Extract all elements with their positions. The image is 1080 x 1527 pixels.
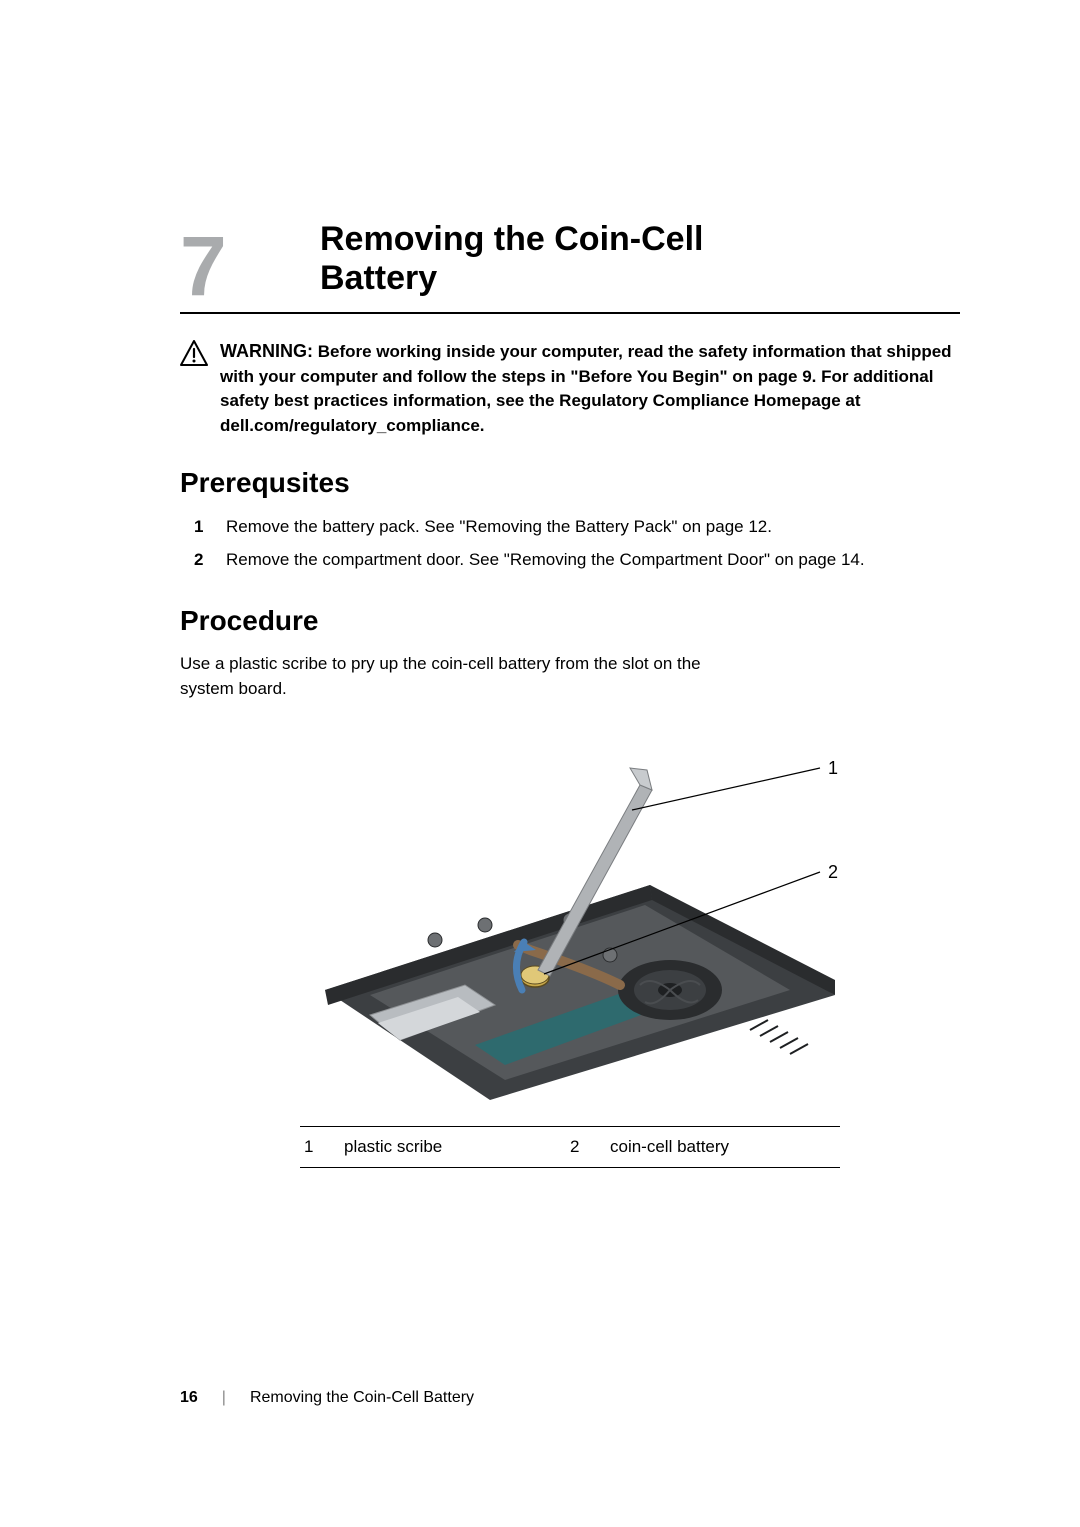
list-number: 2 [194,546,208,575]
list-text: Remove the battery pack. See "Removing t… [226,513,772,542]
legend-num: 2 [570,1137,610,1157]
figure-legend: 1 plastic scribe 2 coin-cell battery [300,1126,840,1168]
footer-section-title: Removing the Coin-Cell Battery [250,1389,474,1407]
warning-block: WARNING: Before working inside your comp… [180,338,960,439]
warning-body: Before working inside your computer, rea… [220,342,952,435]
prerequisites-heading: Prerequsites [180,467,960,499]
callout-2: 2 [828,862,838,882]
figure-container: 1 2 [300,730,840,1100]
chapter-title-line1: Removing the Coin-Cell [320,220,703,258]
warning-triangle-icon [180,340,208,366]
chapter-title: Removing the Coin-Cell Battery [320,220,703,304]
chapter-number: 7 [180,229,320,305]
warning-text: WARNING: Before working inside your comp… [220,338,960,439]
chapter-title-line2: Battery [320,259,437,297]
page-footer: 16 | Removing the Coin-Cell Battery [180,1389,474,1407]
prerequisites-list: 1 Remove the battery pack. See "Removing… [194,513,960,575]
procedure-heading: Procedure [180,605,960,637]
legend-num: 1 [304,1137,344,1157]
list-item: 2 Remove the compartment door. See "Remo… [194,546,960,575]
legend-label: plastic scribe [344,1137,570,1157]
warning-label: WARNING: [220,341,313,361]
legend-label: coin-cell battery [610,1137,836,1157]
page-number: 16 [180,1389,198,1407]
page-root: 7 Removing the Coin-Cell Battery WARNING… [0,0,1080,1527]
callout-1: 1 [828,758,838,778]
list-item: 1 Remove the battery pack. See "Removing… [194,513,960,542]
list-number: 1 [194,513,208,542]
chapter-header: 7 Removing the Coin-Cell Battery [180,220,960,314]
legend-row: 1 plastic scribe 2 coin-cell battery [300,1127,840,1167]
footer-separator: | [222,1389,226,1407]
procedure-text: Use a plastic scribe to pry up the coin-… [180,651,740,702]
figure-illustration: 1 2 [300,730,840,1100]
list-text: Remove the compartment door. See "Removi… [226,546,865,575]
